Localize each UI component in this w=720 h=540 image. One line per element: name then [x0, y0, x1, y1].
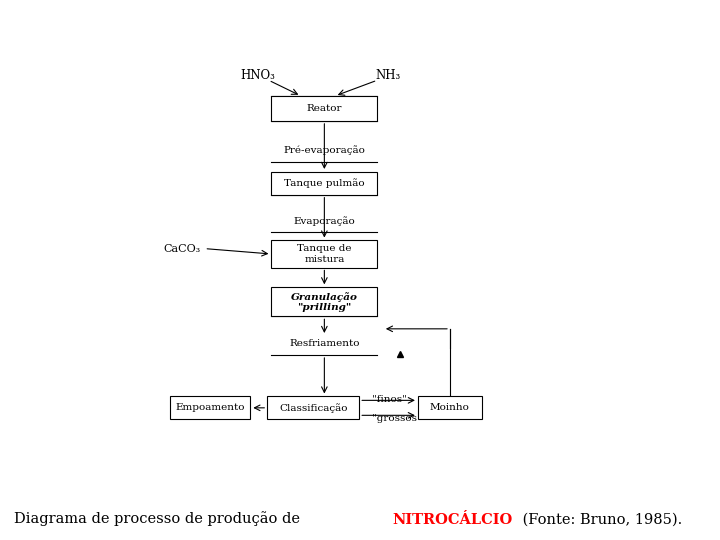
Text: Moinho: Moinho [430, 403, 470, 413]
FancyBboxPatch shape [267, 396, 359, 419]
Text: Granulação
"prilling": Granulação "prilling" [291, 292, 358, 312]
Text: CaCO₃: CaCO₃ [163, 244, 201, 254]
FancyBboxPatch shape [418, 396, 482, 419]
Text: "grossos: "grossos [372, 414, 417, 423]
FancyBboxPatch shape [271, 172, 377, 195]
Text: HNO₃: HNO₃ [240, 69, 275, 82]
Text: NITROCÁLCIO: NITROCÁLCIO [392, 512, 513, 526]
Text: Evaporação: Evaporação [294, 216, 355, 226]
Text: "finos": "finos" [372, 395, 407, 404]
Text: Tanque pulmão: Tanque pulmão [284, 178, 364, 188]
Text: Resfriamento: Resfriamento [289, 339, 359, 348]
Text: Reator: Reator [307, 104, 342, 113]
Text: NH₃: NH₃ [376, 69, 401, 82]
FancyBboxPatch shape [169, 396, 251, 419]
Text: Empoamento: Empoamento [175, 403, 245, 413]
Text: Diagrama de processo de produção de: Diagrama de processo de produção de [14, 511, 305, 526]
Text: Pré-evaporação: Pré-evaporação [284, 145, 365, 155]
Text: Tanque de
mistura: Tanque de mistura [297, 244, 351, 264]
FancyBboxPatch shape [271, 240, 377, 267]
Text: (Fonte: Bruno, 1985).: (Fonte: Bruno, 1985). [518, 512, 683, 526]
Text: Classificação: Classificação [279, 403, 348, 413]
FancyBboxPatch shape [271, 287, 377, 316]
FancyBboxPatch shape [271, 96, 377, 121]
